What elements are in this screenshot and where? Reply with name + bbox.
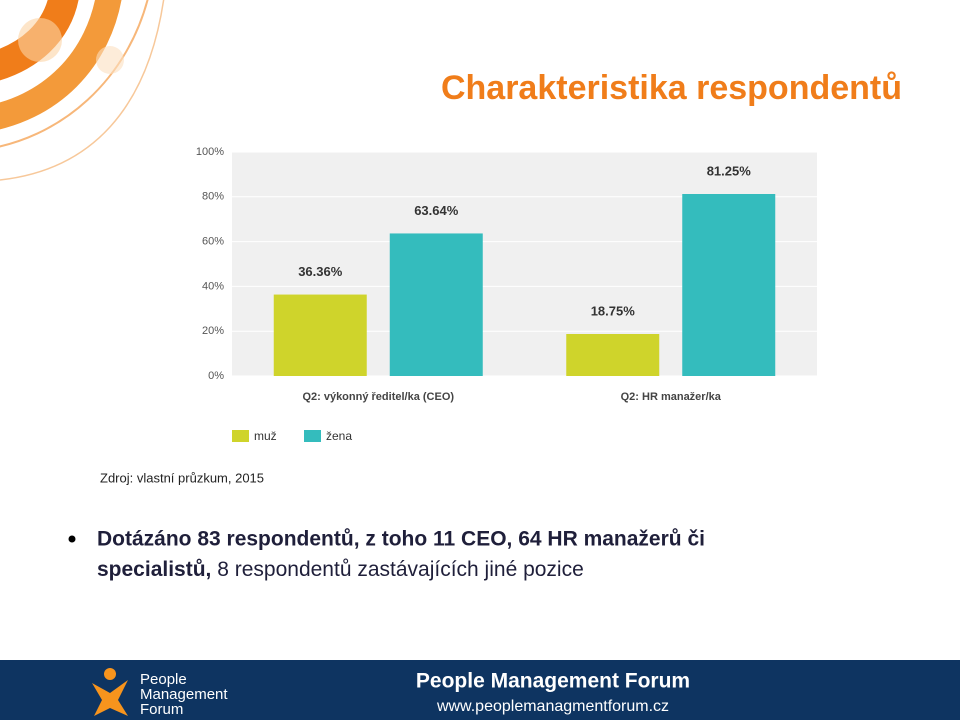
decoration xyxy=(0,0,165,181)
legend-label: muž xyxy=(254,429,277,443)
footer-url: www.peoplemanagmentforum.cz xyxy=(436,698,669,715)
bullet-bold: specialistů, xyxy=(97,558,211,581)
logo-text: Management xyxy=(140,686,228,703)
bullet-line-1: Dotázáno 83 respondentů, z toho 11 CEO, … xyxy=(97,528,705,551)
bullet-dot xyxy=(68,535,76,543)
y-tick-label: 60% xyxy=(202,236,224,248)
bullet-normal: 8 respondentů zastávajících jiné pozice xyxy=(211,558,583,581)
slide-title: Charakteristika respondentů xyxy=(441,69,902,107)
bar xyxy=(389,233,483,376)
y-tick-label: 0% xyxy=(208,370,224,382)
legend-label: žena xyxy=(326,429,352,443)
source: Zdroj: vlastní průzkum, 2015 xyxy=(100,470,264,485)
value-label: 81.25% xyxy=(707,163,752,178)
y-tick-label: 20% xyxy=(202,325,224,337)
logo-icon xyxy=(92,668,128,716)
bar xyxy=(682,194,776,376)
y-tick-label: 80% xyxy=(202,191,224,203)
bar xyxy=(273,294,367,376)
logo-text: Forum xyxy=(140,701,183,718)
value-label: 63.64% xyxy=(414,203,459,218)
y-tick-label: 100% xyxy=(196,146,224,158)
x-tick-label: Q2: HR manažer/ka xyxy=(621,391,722,403)
bullet-line-2: specialistů, 8 respondentů zastávajících… xyxy=(97,558,584,581)
legend-swatch xyxy=(304,430,321,442)
logo-text: People xyxy=(140,671,187,688)
value-label: 36.36% xyxy=(298,264,343,279)
footer xyxy=(0,660,960,720)
value-label: 18.75% xyxy=(591,303,636,318)
y-tick-label: 40% xyxy=(202,280,224,292)
footer-name: People Management Forum xyxy=(416,670,690,693)
x-tick-label: Q2: výkonný ředitel/ka (CEO) xyxy=(302,391,454,403)
bar xyxy=(566,334,660,376)
legend-swatch xyxy=(232,430,249,442)
